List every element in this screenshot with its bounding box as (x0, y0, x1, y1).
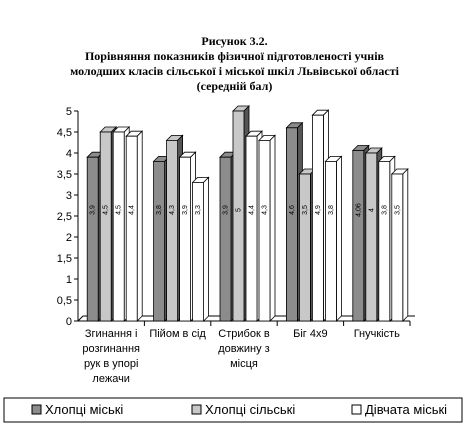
legend-label: Хлопці сільські (205, 402, 295, 417)
value-label: 3,8 (328, 205, 335, 215)
x-tick-label: Біг 4x9 (293, 328, 328, 340)
x-tick-label: Згинання і розгинання рук в упорі лежачи (82, 328, 140, 385)
value-label: 4,3 (169, 205, 176, 215)
bar (378, 160, 391, 322)
legend-label: Хлопці міські (45, 402, 123, 417)
bar (352, 150, 365, 322)
y-tick-label: 2,5 (57, 211, 72, 223)
bar (166, 139, 179, 322)
title-line: молодших класів сільської і міської шкіл… (70, 64, 399, 78)
y-tick-label: 1,5 (57, 253, 72, 265)
y-tick-label: 5 (66, 106, 72, 118)
bar (86, 156, 99, 322)
x-tick-label: Пійом в сід (149, 328, 206, 340)
bar (125, 135, 138, 322)
x-tick-label: Стрибок в довжину з місця (218, 328, 270, 370)
bar (153, 160, 166, 322)
bar-side (335, 155, 342, 322)
y-tick-label: 3 (66, 190, 72, 202)
y-tick-label: 3,5 (57, 169, 72, 181)
legend-swatch (351, 404, 362, 415)
value-label: 3,9 (182, 205, 189, 215)
bar-side (136, 130, 143, 322)
value-label: 4,5 (116, 205, 123, 215)
value-label: 3,5 (302, 205, 309, 215)
title-line: Порівняння показників фізичної підготовл… (84, 49, 385, 63)
value-label: 4,9 (315, 205, 322, 215)
bar (298, 173, 311, 322)
y-tick-label: 0 (66, 316, 72, 328)
value-label: 4 (368, 208, 375, 212)
y-tick-label: 0,5 (57, 295, 72, 307)
legend-swatch (31, 404, 42, 415)
value-label: 3,8 (381, 205, 388, 215)
value-label: 3,5 (394, 205, 401, 215)
chart-title: Рисунок 3.2. Порівняння показників фізичн… (0, 34, 469, 94)
y-tick-label: 4,5 (57, 127, 72, 139)
bar (112, 131, 125, 322)
value-label: 3,9 (90, 205, 97, 215)
bar (365, 152, 378, 322)
legend-box (3, 397, 463, 423)
bar (179, 156, 192, 322)
y-tick-label: 1 (66, 274, 72, 286)
bar-side (402, 168, 409, 322)
y-tick-label: 2 (66, 232, 72, 244)
bar (245, 135, 258, 322)
bar (192, 181, 205, 322)
bar-side (269, 134, 276, 322)
y-axis-depth (77, 315, 84, 322)
value-label: 3,3 (195, 205, 202, 215)
value-label: 4,3 (262, 205, 269, 215)
bar (99, 131, 112, 322)
title-line: (середній бал) (196, 79, 273, 93)
value-label: 4,5 (103, 205, 110, 215)
bar (219, 156, 232, 322)
value-label: 4,06 (355, 203, 362, 217)
value-label: 3,9 (223, 205, 230, 215)
bar (285, 127, 298, 322)
bar (232, 110, 245, 322)
bar (258, 139, 271, 322)
value-label: 3,8 (156, 205, 163, 215)
bar-side (203, 176, 210, 322)
x-tick-label: Гнучкість (353, 328, 400, 340)
bar (311, 114, 324, 322)
bar (324, 160, 337, 322)
legend-swatch (191, 404, 202, 415)
value-label: 4,6 (289, 205, 296, 215)
value-label: 4,4 (129, 205, 136, 215)
y-tick-label: 4 (66, 148, 72, 160)
bar (391, 173, 404, 322)
value-label: 5 (236, 208, 243, 212)
legend-label: Дівчата міські (365, 402, 447, 417)
value-label: 4,4 (249, 205, 256, 215)
title-line: Рисунок 3.2. (201, 34, 268, 48)
